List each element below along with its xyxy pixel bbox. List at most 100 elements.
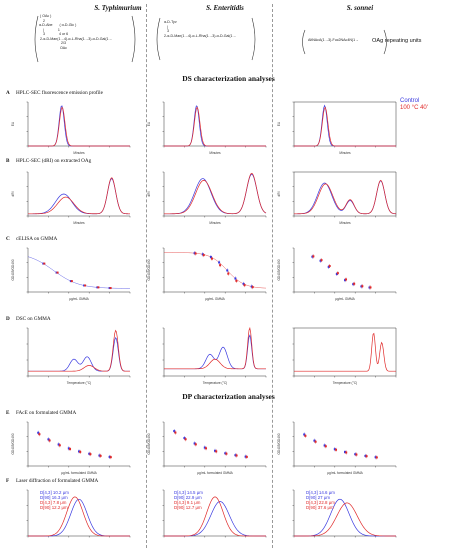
panel-plot — [26, 489, 131, 538]
panel-plot: μg/mL formulated GMMA OD405/OD490 — [277, 421, 397, 475]
point-heated — [109, 456, 112, 459]
point-heated — [345, 278, 348, 281]
point-control — [88, 452, 91, 455]
point-heated — [70, 280, 73, 283]
point-heated — [205, 447, 208, 450]
oag-label: OAg repeating units — [372, 38, 422, 44]
row-label-d: D DSC on GMMA — [6, 316, 51, 322]
y-axis-label: OD405/OD490 — [11, 259, 15, 280]
y-axis-label: dRI — [277, 191, 281, 196]
x-axis-label: Temperature (°C) — [333, 381, 357, 385]
column-title-typhimurium: S. Typhimurium — [94, 4, 142, 12]
panel-d-enteritidis: Temperature (°C) — [146, 324, 272, 386]
point-heated — [345, 451, 348, 454]
point-heated — [184, 438, 187, 441]
panel-plot: Minutes dRI — [147, 171, 267, 225]
point-control — [327, 265, 330, 268]
panel-plot: Temperature (°C) — [26, 327, 131, 385]
point-heated — [320, 259, 323, 262]
curve-heated — [28, 106, 130, 147]
x-axis-label: μg/mL GMMA — [335, 297, 355, 301]
point-control — [234, 454, 237, 457]
panel-b-typhimurium: Minutes dRI — [10, 168, 136, 226]
point-control — [333, 448, 336, 451]
curve-heated — [28, 177, 130, 215]
curve-control — [164, 105, 266, 147]
point-heated — [369, 286, 372, 289]
point-control — [303, 433, 306, 436]
point-heated — [336, 272, 339, 275]
panel-c-typhimurium: μg/mL GMMA OD405/OD490 — [10, 244, 136, 302]
point-control — [344, 279, 346, 282]
point-heated — [84, 284, 87, 287]
point-heated — [48, 439, 51, 442]
panel-plot: Minutes dRI — [11, 171, 131, 225]
point-control — [250, 285, 253, 288]
point-control — [226, 269, 229, 272]
point-control — [83, 284, 86, 287]
panel-f-typhimurium — [10, 486, 136, 546]
point-control — [78, 450, 80, 453]
point-control — [47, 438, 50, 441]
point-control — [234, 277, 237, 280]
panel-a-typhimurium: Minutes EU — [10, 98, 136, 156]
curve-control — [293, 180, 397, 215]
panel-c-enteritidis: μg/mL GMMA OD405/OD490 — [146, 244, 272, 302]
panel-a-sonnei: Minutes EU — [276, 98, 402, 156]
point-heated — [365, 455, 368, 458]
y-axis-label: OD405/OD490 — [147, 433, 151, 454]
panel-plot — [292, 489, 397, 538]
point-control — [360, 285, 363, 288]
curve-heated — [294, 107, 396, 147]
laser-text-enteritidis: D[4,3] 14.5 μm D[90] 22.9 μm D[4,3] 9.1 … — [174, 490, 203, 510]
point-heated — [314, 440, 317, 443]
point-control — [354, 453, 357, 456]
point-control — [323, 444, 326, 447]
panel-d-sonnei: Temperature (°C) — [276, 324, 402, 386]
point-control — [108, 455, 111, 458]
point-control — [183, 437, 186, 440]
point-control — [214, 449, 216, 452]
point-heated — [243, 284, 246, 287]
point-control — [311, 255, 314, 258]
point-heated — [202, 254, 205, 257]
y-axis-label: OD405/OD490 — [277, 433, 281, 454]
point-control — [364, 454, 367, 457]
point-control — [55, 271, 58, 274]
curve-control — [164, 173, 267, 215]
panel-plot: Minutes EU — [147, 101, 267, 155]
point-heated — [215, 450, 218, 453]
point-heated — [324, 445, 327, 448]
panel-plot: Minutes EU — [11, 101, 131, 155]
panel-f-sonnei — [276, 486, 402, 546]
curve-control — [164, 334, 266, 370]
structure-brackets — [34, 15, 387, 63]
panel-plot: μg/mL GMMA OD405/OD490 — [11, 247, 131, 301]
y-axis-label: EU — [277, 121, 281, 126]
panel-plot: Temperature (°C) — [162, 326, 267, 385]
point-heated — [245, 455, 248, 458]
curve-control — [28, 178, 130, 215]
point-heated — [56, 271, 59, 274]
point-heated — [69, 448, 72, 451]
curve-heated — [294, 502, 396, 537]
x-axis-label: Minutes — [339, 221, 351, 225]
x-axis-label: μg/mL formulated GMMA — [327, 471, 363, 475]
point-control — [352, 283, 355, 286]
x-axis-label: μg/mL formulated GMMA — [197, 471, 233, 475]
point-heated — [225, 452, 228, 455]
point-control — [344, 451, 346, 454]
panel-plot: μg/mL GMMA OD405/OD490 — [277, 247, 397, 301]
row-label-e: E FAcE on formulated GMMA — [6, 410, 77, 416]
panel-e-typhimurium: μg/mL formulated GMMA OD405/OD490 — [10, 418, 136, 476]
panel-a-enteritidis: Minutes EU — [146, 98, 272, 156]
panel-plot: Temperature (°C) — [292, 327, 397, 385]
column-title-enteritidis: S. Enteritidis — [206, 4, 244, 12]
point-control — [108, 287, 111, 290]
x-axis-label: μg/mL formulated GMMA — [61, 471, 97, 475]
curve-heated — [164, 106, 266, 147]
point-heated — [328, 265, 331, 268]
x-axis-label: Temperature (°C) — [203, 381, 227, 385]
point-control — [368, 286, 371, 289]
point-heated — [355, 453, 358, 456]
